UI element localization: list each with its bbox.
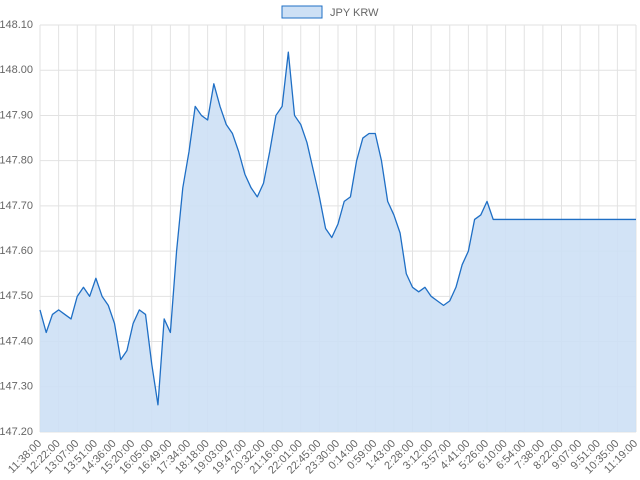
area bbox=[40, 52, 636, 432]
y-tick-label: 147.40 bbox=[0, 335, 33, 347]
line bbox=[39, 51, 636, 406]
legend-swatch bbox=[281, 5, 323, 19]
y-tick-label: 147.20 bbox=[0, 426, 33, 438]
y-tick-label: 147.90 bbox=[0, 109, 33, 121]
y-tick-label: 148.00 bbox=[0, 64, 33, 76]
y-tick-label: 147.30 bbox=[0, 381, 33, 393]
y-tick-label: 147.60 bbox=[0, 245, 33, 257]
y-tick-label: 147.70 bbox=[0, 200, 33, 212]
y-tick-label: 147.50 bbox=[0, 290, 33, 302]
legend-label: JPY KRW bbox=[330, 7, 379, 19]
y-tick-label: 147.80 bbox=[0, 155, 33, 167]
y-tick-label: 148.10 bbox=[0, 19, 33, 31]
